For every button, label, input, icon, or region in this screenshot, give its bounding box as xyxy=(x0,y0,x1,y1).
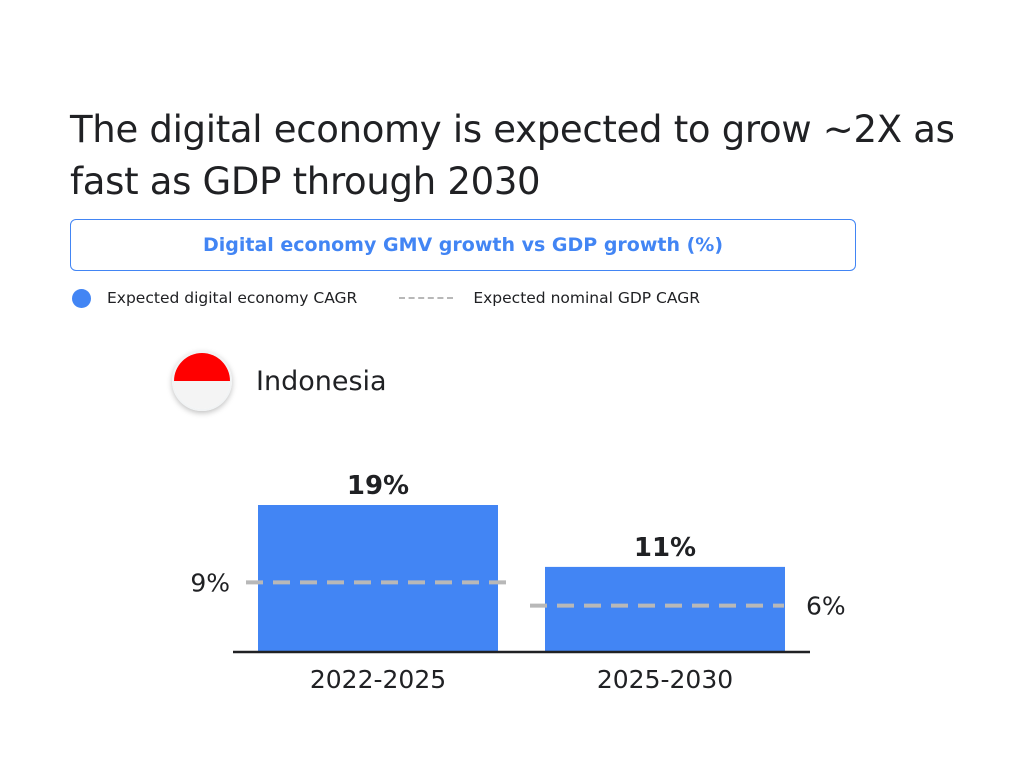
x-tick-label: 2022-2025 xyxy=(310,665,446,694)
gdp-lines-group xyxy=(246,580,784,608)
country-header: Indonesia xyxy=(172,350,387,412)
legend-digital-marker xyxy=(72,288,91,308)
gdp-value-label: 9% xyxy=(190,568,230,597)
legend-gdp-label: Expected nominal GDP CAGR xyxy=(473,289,700,307)
labels-group: 19% 2022-2025 9% 11% 2025-2030 6% xyxy=(190,471,845,694)
chart-subtitle-text: Digital economy GMV growth vs GDP growth… xyxy=(202,234,724,256)
bar-value-label: 19% xyxy=(347,471,409,501)
chart-title: The digital economy is expected to grow … xyxy=(70,108,955,203)
x-tick-label: 2025-2030 xyxy=(597,665,733,694)
bar-2022-2025 xyxy=(258,505,498,652)
legend-digital-label: Expected digital economy CAGR xyxy=(107,289,358,307)
legend: Expected digital economy CAGR Expected n… xyxy=(72,286,700,310)
bars-group xyxy=(258,505,785,652)
bar-value-label: 11% xyxy=(634,533,696,563)
chart-subtitle: Digital economy GMV growth vs GDP growth… xyxy=(70,219,856,271)
bar-2025-2030 xyxy=(545,566,785,652)
legend-gdp-marker xyxy=(399,297,454,299)
country-name: Indonesia xyxy=(256,365,387,397)
indonesia-flag-icon xyxy=(172,351,232,411)
gdp-value-label: 6% xyxy=(806,592,846,621)
